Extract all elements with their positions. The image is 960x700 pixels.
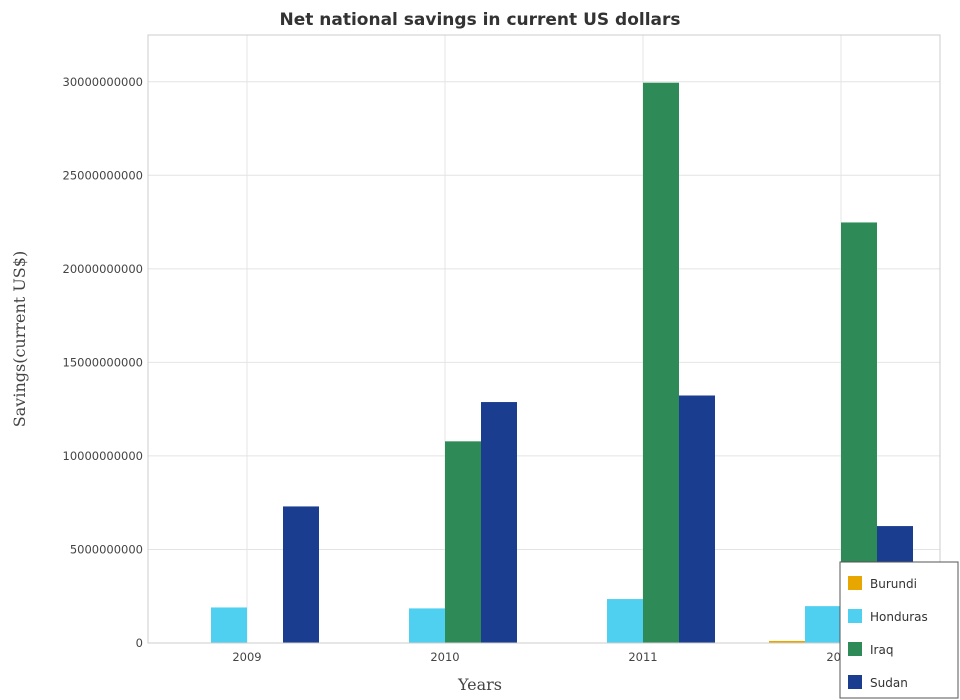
y-axis-ticks: 0 5000000000 10000000000 15000000000 2000000… (63, 75, 143, 650)
bar-sudan-2011 (679, 395, 715, 643)
legend-swatch-burundi (848, 576, 862, 590)
y-tick-label: 25000000000 (63, 168, 143, 182)
x-tick-label: 2011 (628, 650, 657, 664)
y-tick-label: 5000000000 (70, 542, 143, 556)
bar-honduras-2012 (805, 606, 841, 643)
legend-swatch-iraq (848, 642, 862, 656)
legend-label-iraq: Iraq (870, 643, 893, 657)
bar-iraq-2010 (445, 441, 481, 643)
x-tick-label: 2010 (430, 650, 459, 664)
y-tick-label: 0 (136, 636, 143, 650)
bar-honduras-2010 (409, 608, 445, 643)
horizontal-gridlines (148, 81, 940, 644)
vertical-gridlines (246, 35, 842, 643)
legend: Burundi Honduras Iraq Sudan (839, 561, 959, 699)
legend-label-sudan: Sudan (870, 676, 908, 690)
bar-honduras-2011 (607, 599, 643, 643)
legend-swatch-honduras (848, 609, 862, 623)
bar-iraq-2011 (643, 82, 679, 644)
y-tick-label: 20000000000 (63, 262, 143, 276)
legend-label-burundi: Burundi (870, 577, 917, 591)
legend-label-honduras: Honduras (870, 610, 928, 624)
y-tick-label: 15000000000 (63, 355, 143, 369)
y-tick-label: 30000000000 (63, 75, 143, 89)
bar-sudan-2009 (283, 506, 319, 643)
y-axis-label: Savings(current US$) (10, 251, 29, 427)
legend-swatch-sudan (848, 675, 862, 689)
bar-sudan-2010 (481, 402, 517, 643)
plot-frame (147, 34, 941, 644)
x-axis-ticks: 2009201020112012 (232, 650, 855, 664)
bar-burundi-2012 (769, 640, 805, 643)
bar-honduras-2009 (211, 607, 247, 643)
y-tick-label: 10000000000 (63, 449, 143, 463)
x-tick-label: 2009 (232, 650, 261, 664)
chart-title: Net national savings in current US dolla… (279, 10, 680, 30)
x-axis-label: Years (457, 675, 502, 694)
